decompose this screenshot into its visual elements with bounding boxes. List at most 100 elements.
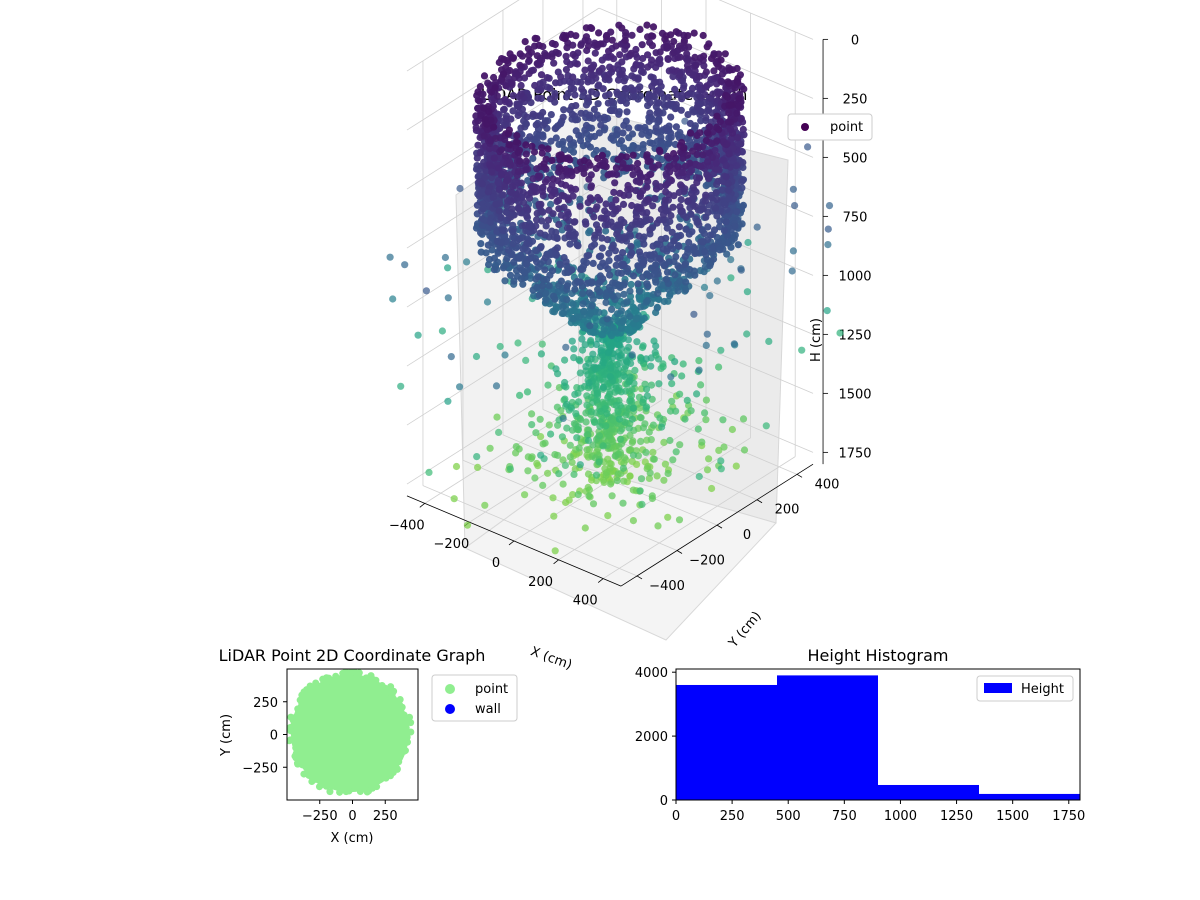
data-point-3d <box>629 93 638 101</box>
data-point-3d <box>627 445 635 454</box>
data-point-2d <box>365 787 373 795</box>
data-point-3d <box>589 259 597 267</box>
data-point-3d <box>557 73 565 81</box>
data-point-3d <box>685 43 693 51</box>
data-point-3d <box>520 268 529 276</box>
data-point-3d <box>646 109 654 117</box>
data-point-2d <box>395 758 403 766</box>
data-point-3d <box>669 203 677 211</box>
data-point-3d <box>514 148 522 157</box>
data-point-3d <box>474 117 482 125</box>
data-point-3d <box>585 175 593 183</box>
data-point-3d <box>628 457 636 465</box>
data-point-3d <box>636 25 644 34</box>
data-point-3d <box>605 70 613 79</box>
data-point-3d <box>595 432 604 440</box>
data-point-3d <box>472 352 481 361</box>
point-cloud-2d <box>287 669 415 796</box>
data-point-3d <box>587 182 596 190</box>
data-point-3d <box>576 202 584 210</box>
data-point-3d <box>585 486 594 494</box>
data-point-3d <box>684 111 692 119</box>
data-point-3d <box>728 129 737 137</box>
data-point-3d <box>636 487 644 495</box>
data-point-3d <box>663 42 671 50</box>
data-point-3d <box>532 188 540 196</box>
data-point-3d <box>652 124 660 132</box>
data-point-3d <box>727 101 735 109</box>
data-point-3d <box>566 240 574 248</box>
data-point-3d <box>649 448 657 456</box>
x-tick-mark-3d <box>553 559 559 565</box>
data-point-3d <box>504 176 512 184</box>
data-point-3d <box>677 196 685 204</box>
data-point-3d <box>676 42 684 50</box>
data-point-3d <box>561 35 569 43</box>
data-point-3d <box>677 181 685 189</box>
data-point-3d <box>476 97 484 105</box>
data-point-3d <box>555 205 563 213</box>
data-point-3d <box>635 266 644 274</box>
data-point-3d <box>561 356 569 364</box>
data-point-3d <box>586 161 594 169</box>
data-point-3d <box>647 436 655 444</box>
data-point-3d <box>631 366 639 374</box>
data-point-3d <box>651 195 659 203</box>
data-point-3d <box>683 151 692 159</box>
data-point-3d <box>604 349 612 357</box>
data-point-3d <box>695 472 703 481</box>
data-point-3d <box>689 184 697 192</box>
data-point-2d <box>319 675 327 683</box>
data-point-3d <box>569 491 577 499</box>
data-point-3d <box>670 237 678 245</box>
data-point-3d <box>586 207 594 215</box>
data-point-3d <box>596 196 604 204</box>
data-point-3d <box>566 441 574 449</box>
data-point-3d <box>505 141 513 149</box>
data-point-3d <box>526 254 534 263</box>
data-point-3d <box>598 234 606 242</box>
data-point-3d <box>583 431 591 439</box>
chart-height-histogram: Height Histogram 0 250 500 750 1000 1250 1500 1… <box>635 646 1085 824</box>
data-point-3d <box>702 191 710 199</box>
data-point-3d <box>562 52 570 60</box>
data-point-3d <box>713 112 721 120</box>
data-point-3d <box>492 134 500 142</box>
data-point-3d <box>704 223 712 231</box>
data-point-3d <box>587 408 595 416</box>
data-point-3d <box>591 49 599 57</box>
data-point-3d <box>456 184 464 193</box>
data-point-3d <box>657 235 665 243</box>
data-point-3d <box>558 191 566 199</box>
data-point-3d <box>644 63 652 71</box>
data-point-3d <box>656 48 664 56</box>
data-point-3d <box>456 383 464 391</box>
data-point-3d <box>713 196 721 204</box>
data-point-3d <box>495 179 503 188</box>
data-point-3d <box>664 93 673 102</box>
data-point-3d <box>523 212 531 220</box>
data-point-3d <box>537 86 545 94</box>
data-point-3d <box>735 102 743 110</box>
data-point-3d <box>576 137 585 145</box>
data-point-3d <box>627 392 636 400</box>
data-point-3d <box>672 448 680 456</box>
data-point-3d <box>586 111 594 119</box>
data-point-3d <box>562 93 571 101</box>
data-point-3d <box>660 476 668 484</box>
data-point-3d <box>557 277 566 285</box>
y-tick-label-3d: −200 <box>689 554 725 569</box>
data-point-3d <box>521 38 529 46</box>
data-point-2d <box>294 705 302 713</box>
data-point-3d <box>676 203 684 211</box>
data-point-3d <box>611 179 619 187</box>
data-point-3d <box>483 120 491 128</box>
data-point-3d <box>591 231 599 239</box>
data-point-3d <box>483 298 492 306</box>
y-tick-label-2d: 250 <box>253 696 278 711</box>
data-point-3d <box>608 305 616 313</box>
data-point-3d <box>511 449 520 457</box>
data-point-3d <box>549 175 557 183</box>
data-point-3d <box>497 213 505 222</box>
data-point-3d <box>530 292 538 300</box>
